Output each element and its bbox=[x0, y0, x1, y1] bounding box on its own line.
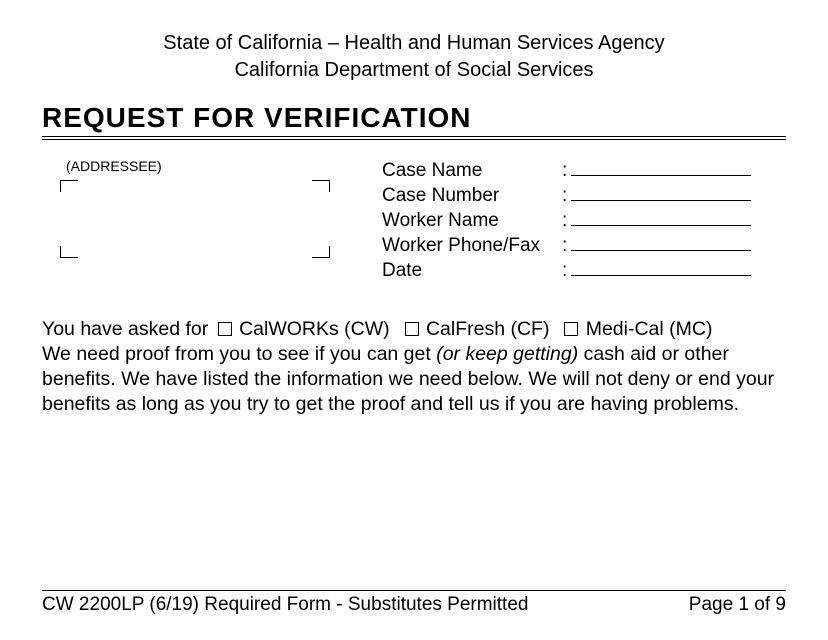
field-case-name: Case Name : bbox=[382, 158, 786, 182]
corner-tl bbox=[60, 180, 78, 192]
field-date: Date : bbox=[382, 258, 786, 282]
addressee-column: (ADDRESSEE) bbox=[42, 158, 342, 283]
field-worker-name: Worker Name : bbox=[382, 208, 786, 232]
field-colon: : bbox=[562, 185, 571, 207]
field-input-line[interactable] bbox=[571, 183, 751, 201]
corner-br bbox=[312, 246, 330, 258]
field-input-line[interactable] bbox=[571, 233, 751, 251]
footer-rule bbox=[42, 590, 786, 591]
addressee-box[interactable] bbox=[60, 180, 330, 258]
field-colon: : bbox=[562, 160, 571, 182]
para-italic: (or keep getting) bbox=[436, 343, 578, 365]
body-lead: You have asked for bbox=[42, 318, 208, 340]
field-label: Worker Name bbox=[382, 210, 562, 232]
checkbox-calworks[interactable] bbox=[218, 322, 232, 336]
field-input-line[interactable] bbox=[571, 158, 751, 176]
program-medical: Medi-Cal (MC) bbox=[586, 318, 713, 340]
field-label: Worker Phone/Fax bbox=[382, 235, 562, 257]
para-pre: We need proof from you to see if you can… bbox=[42, 343, 436, 365]
field-colon: : bbox=[562, 210, 571, 232]
page-footer: CW 2200LP (6/19) Required Form - Substit… bbox=[42, 590, 786, 616]
checkbox-calfresh[interactable] bbox=[405, 322, 419, 336]
checkbox-medical[interactable] bbox=[564, 322, 578, 336]
info-block: (ADDRESSEE) Case Name : Case Number : Wo… bbox=[42, 158, 786, 283]
program-calfresh: CalFresh (CF) bbox=[426, 318, 550, 340]
field-colon: : bbox=[562, 235, 571, 257]
field-case-number: Case Number : bbox=[382, 183, 786, 207]
field-label: Case Number bbox=[382, 185, 562, 207]
field-label: Date bbox=[382, 260, 562, 282]
agency-line-1: State of California – Health and Human S… bbox=[42, 30, 786, 57]
footer-page-number: Page 1 of 9 bbox=[689, 594, 786, 616]
field-input-line[interactable] bbox=[571, 258, 751, 276]
footer-form-id: CW 2200LP (6/19) Required Form - Substit… bbox=[42, 594, 528, 616]
form-page: State of California – Health and Human S… bbox=[0, 0, 828, 417]
corner-bl bbox=[60, 246, 78, 258]
agency-line-2: California Department of Social Services bbox=[42, 57, 786, 84]
body-paragraph: You have asked for CalWORKs (CW) CalFres… bbox=[42, 317, 786, 417]
corner-tr bbox=[312, 180, 330, 192]
addressee-label: (ADDRESSEE) bbox=[60, 158, 342, 174]
field-input-line[interactable] bbox=[571, 208, 751, 226]
case-fields: Case Name : Case Number : Worker Name : … bbox=[382, 158, 786, 283]
field-worker-phone: Worker Phone/Fax : bbox=[382, 233, 786, 257]
field-label: Case Name bbox=[382, 160, 562, 182]
title-rule bbox=[42, 136, 786, 140]
program-calworks: CalWORKs (CW) bbox=[239, 318, 390, 340]
footer-row: CW 2200LP (6/19) Required Form - Substit… bbox=[42, 594, 786, 616]
field-colon: : bbox=[562, 260, 571, 282]
form-title: REQUEST FOR VERIFICATION bbox=[42, 102, 786, 134]
agency-header: State of California – Health and Human S… bbox=[42, 30, 786, 84]
